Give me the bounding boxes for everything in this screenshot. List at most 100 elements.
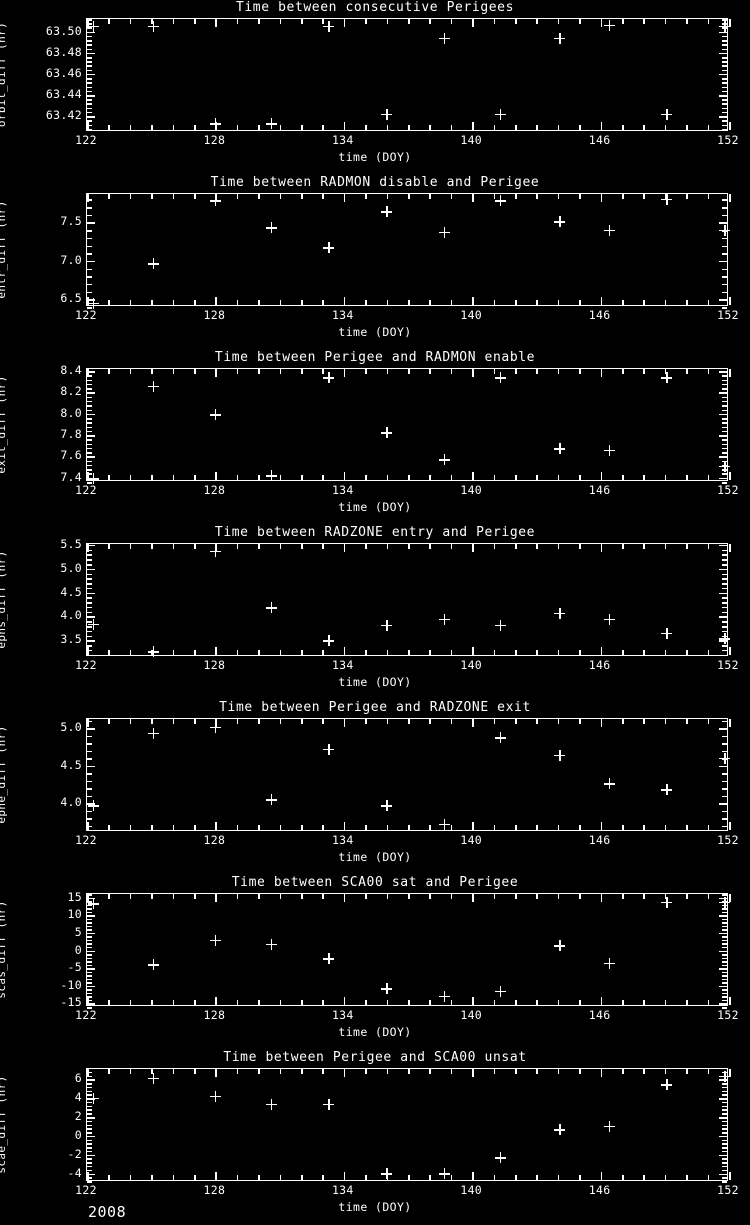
y-axis-tick-labels: -15 -10 -5 0 5 10 15 — [0, 889, 82, 1010]
data-point — [554, 1124, 566, 1136]
x-tick-label: 146 — [588, 1183, 611, 1197]
x-tick-label: 122 — [75, 658, 97, 672]
data-point — [438, 454, 450, 466]
y-tick-label: 8.2 — [60, 384, 82, 399]
y-axis-tick-labels: 3.5 4.0 4.5 5.0 5.5 — [0, 537, 82, 656]
data-point — [147, 380, 159, 392]
data-point — [661, 372, 673, 384]
data-point — [603, 444, 615, 456]
x-axis-title: time (DOY) — [338, 850, 412, 864]
data-point — [603, 778, 615, 790]
x-tick-label: 140 — [460, 833, 483, 847]
x-tick-label: 128 — [203, 308, 226, 322]
data-point — [381, 983, 393, 995]
data-point — [603, 957, 615, 969]
data-point — [661, 108, 673, 120]
x-tick-label: 122 — [75, 483, 97, 497]
data-point — [603, 1120, 615, 1132]
x-axis-tick-labels: 122 128 134 140 146 152 — [75, 308, 738, 324]
y-tick-label: 4 — [74, 1090, 82, 1105]
data-point — [438, 818, 450, 830]
data-point — [323, 20, 335, 32]
y-tick-label: 3.5 — [60, 632, 82, 647]
y-axis-tick-labels: 7.4 7.6 7.8 8.0 8.2 8.4 — [0, 363, 82, 484]
data-point — [554, 940, 566, 952]
data-point — [87, 618, 99, 630]
x-tick-label: 128 — [203, 483, 226, 497]
x-tick-label: 128 — [203, 658, 226, 672]
data-point — [494, 1152, 506, 1164]
data-point — [147, 258, 159, 270]
y-tick-label: 63.42 — [45, 108, 82, 123]
data-point — [147, 727, 159, 739]
data-point — [323, 242, 335, 254]
x-tick-label: 134 — [331, 833, 354, 847]
panel-title: Time between consecutive Perigees — [235, 0, 515, 15]
axis-ticks — [87, 19, 731, 131]
data-point — [719, 633, 731, 645]
data-point — [323, 743, 335, 755]
x-tick-label: 128 — [203, 1183, 226, 1197]
x-tick-label: 140 — [460, 1183, 483, 1197]
data-point — [554, 607, 566, 619]
y-tick-label: 63.44 — [45, 87, 82, 102]
y-tick-label: 7.0 — [60, 252, 82, 267]
chart-panel: Time between RADMON disable and Perigee 6… — [0, 175, 750, 350]
plot-area — [86, 718, 731, 831]
y-axis-title: ephs_diff (hr) — [0, 550, 8, 649]
chart-panel: Time between SCA00 sat and Perigee -15 -10… — [0, 875, 750, 1050]
y-tick-label: 5.0 — [60, 560, 82, 575]
x-tick-label: 128 — [203, 133, 226, 147]
y-tick-label: 2 — [74, 1109, 82, 1124]
x-axis-title: time (DOY) — [338, 675, 412, 689]
data-point — [554, 216, 566, 228]
plot-area — [86, 193, 731, 309]
x-tick-label: 146 — [588, 1008, 611, 1022]
data-point — [265, 118, 277, 130]
data-point — [438, 613, 450, 625]
x-tick-label: 152 — [717, 1183, 739, 1197]
data-point — [209, 721, 221, 733]
axis-ticks — [87, 544, 731, 657]
x-tick-label: 140 — [460, 308, 483, 322]
y-axis-tick-labels: 63.42 63.44 63.46 63.48 63.50 — [0, 18, 82, 131]
plot-area — [86, 543, 731, 658]
data-point — [554, 443, 566, 455]
y-tick-label: 63.50 — [45, 23, 82, 38]
data-point — [87, 297, 99, 309]
data-point — [661, 784, 673, 796]
x-tick-label: 152 — [717, 133, 739, 147]
y-tick-label: 6 — [74, 1071, 82, 1086]
data-point — [381, 206, 393, 218]
x-tick-label: 146 — [588, 658, 611, 672]
y-tick-label: 15 — [67, 889, 82, 904]
x-tick-label: 152 — [717, 833, 739, 847]
y-tick-label: 7.8 — [60, 427, 82, 442]
data-point — [554, 749, 566, 761]
x-tick-label: 122 — [75, 308, 97, 322]
x-axis-title: time (DOY) — [338, 1025, 412, 1039]
data-point — [661, 896, 673, 908]
data-point — [265, 1098, 277, 1110]
data-point — [661, 193, 673, 205]
data-point — [209, 934, 221, 946]
data-point — [438, 1168, 450, 1180]
data-point — [661, 1079, 673, 1091]
y-tick-label: 5 — [74, 924, 82, 939]
x-tick-label: 146 — [588, 833, 611, 847]
data-point — [323, 372, 335, 384]
y-tick-label: 8.0 — [60, 405, 82, 420]
x-tick-label: 152 — [717, 1008, 739, 1022]
x-tick-label: 146 — [588, 308, 611, 322]
panel-title: Time between Perigee and SCA00 unsat — [223, 1050, 527, 1065]
data-point — [265, 794, 277, 806]
data-point — [323, 1098, 335, 1110]
y-tick-label: 10 — [67, 907, 82, 922]
x-tick-label: 122 — [75, 1183, 97, 1197]
axis-ticks — [87, 369, 731, 484]
x-tick-label: 140 — [460, 133, 483, 147]
chart-panel: Time between Perigee and RADMON enable 7.… — [0, 350, 750, 525]
y-axis-title: exit_diff (hr) — [0, 375, 8, 474]
data-point — [381, 800, 393, 812]
x-tick-label: 122 — [75, 1008, 97, 1022]
